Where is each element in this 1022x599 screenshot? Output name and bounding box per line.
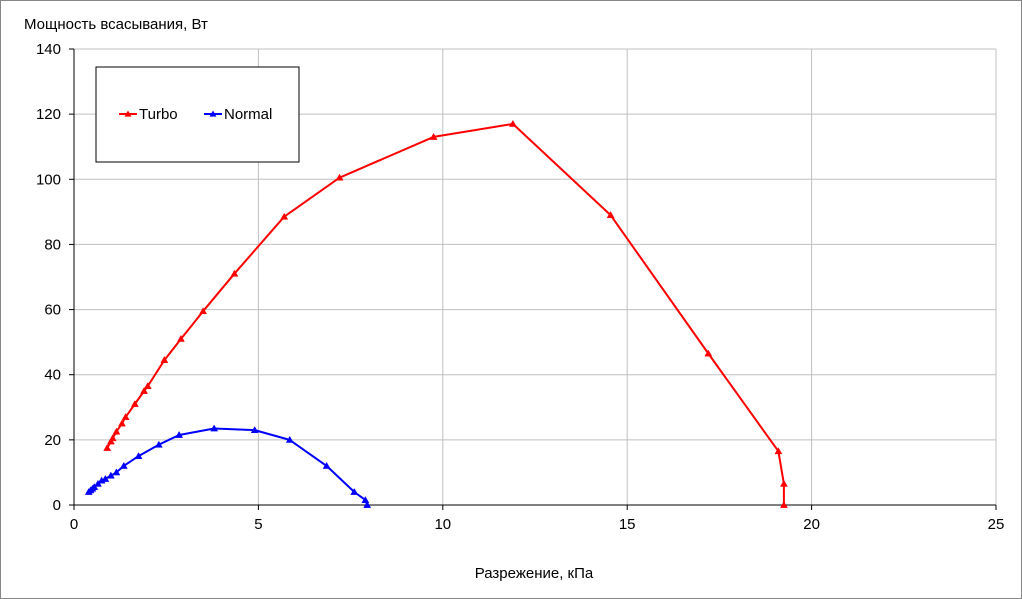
x-tick-label: 5 [254,516,262,533]
y-tick-label: 60 [44,302,61,319]
legend-item-normal: Normal [204,106,272,123]
data-point-turbo [780,500,788,508]
legend-item-turbo: Turbo [119,106,178,123]
data-point-normal [350,487,359,495]
series-line-turbo [106,122,785,505]
y-tick-label: 100 [36,171,61,188]
y-tick-label: 0 [53,497,61,514]
data-point-turbo [508,119,517,127]
data-point-turbo [112,427,121,435]
y-axis-title: Мощность всасывания, Вт [24,16,208,33]
y-tick-label: 120 [36,106,61,123]
y-tick-label: 140 [36,41,61,58]
y-tick-label: 40 [44,367,61,384]
data-point-turbo [280,212,289,220]
legend-label-turbo: Turbo [139,106,178,123]
data-point-turbo [140,386,149,394]
legend-label-normal: Normal [224,106,272,123]
x-tick-label: 25 [988,516,1005,533]
y-tick-label: 20 [44,432,61,449]
series-layer [84,119,788,508]
x-tick-label: 20 [803,516,820,533]
series-normal [84,424,372,508]
legend: Turbo Normal [95,66,300,163]
legend-marker-turbo [124,110,132,117]
legend-marker-normal [209,110,217,117]
x-tick-label: 15 [619,516,636,533]
data-point-turbo [230,269,239,277]
data-point-turbo [177,334,185,342]
data-point-turbo [103,443,112,451]
y-tick-labels: 0 20 40 60 80 100 120 140 [36,41,61,514]
data-point-turbo [774,447,783,455]
data-point-turbo [143,382,152,389]
axes [69,48,997,510]
y-tick-label: 80 [44,236,61,253]
data-point-turbo [335,173,344,181]
data-point-turbo [118,419,126,427]
data-point-normal [250,426,259,433]
data-point-normal [134,452,143,460]
data-point-turbo [780,479,788,487]
data-point-turbo [199,307,208,315]
series-turbo [103,119,788,508]
data-point-turbo [130,400,139,407]
data-point-normal [175,430,184,438]
data-point-turbo [121,413,130,420]
data-point-turbo [606,211,615,218]
data-point-normal [119,461,128,469]
data-point-turbo [429,132,438,140]
x-tick-labels: 0 5 10 15 20 25 [70,516,1005,533]
x-axis-title: Разрежение, кПа [475,565,594,582]
data-point-normal [154,440,163,448]
data-point-turbo [160,356,169,363]
data-point-normal [363,500,372,508]
data-point-normal [112,468,121,476]
data-point-turbo [108,434,117,442]
x-tick-label: 10 [434,516,451,533]
data-point-normal [210,424,219,432]
data-point-normal [322,461,331,469]
data-point-turbo [704,349,713,357]
x-tick-label: 0 [70,516,78,533]
data-point-normal [285,435,294,443]
